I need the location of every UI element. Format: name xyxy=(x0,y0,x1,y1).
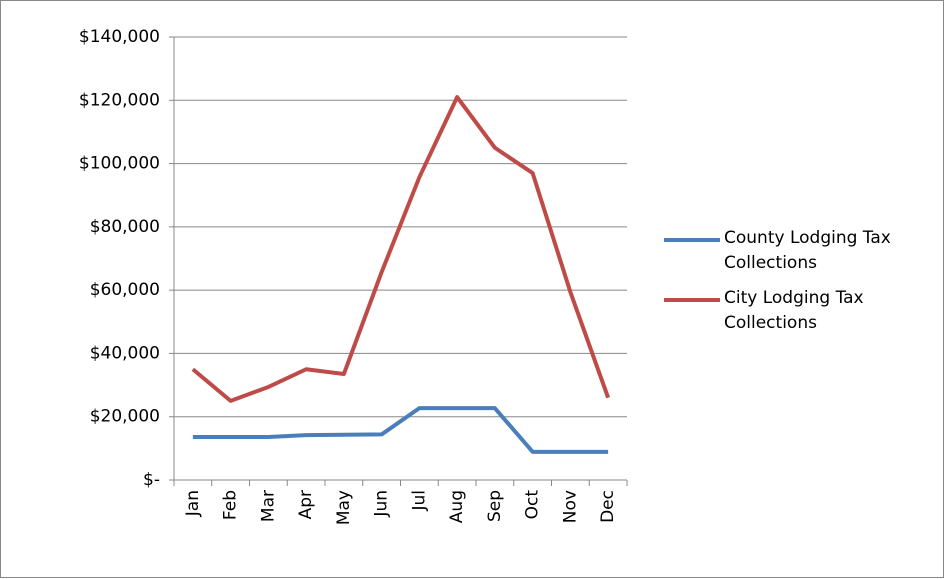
x-tick-label: Dec xyxy=(598,490,618,523)
legend-swatch xyxy=(664,298,720,302)
x-tick-label: Nov xyxy=(560,490,580,523)
x-tick-label: May xyxy=(334,490,354,525)
legend-label: City Lodging Tax Collections xyxy=(724,288,864,333)
x-tick-label: Jun xyxy=(372,490,392,518)
x-tick-label: Aug xyxy=(447,490,467,523)
y-tick-label: $60,000 xyxy=(90,280,160,300)
x-tick-label: Oct xyxy=(523,490,543,520)
legend: County Lodging Tax Collections City Lodgi… xyxy=(664,226,904,346)
y-tick-label: $100,000 xyxy=(79,154,160,174)
legend-label: County Lodging Tax Collections xyxy=(724,228,891,273)
y-tick-label: $- xyxy=(143,470,160,490)
x-tick-label: Apr xyxy=(296,490,316,519)
y-tick-label: $140,000 xyxy=(79,27,160,47)
y-tick-label: $40,000 xyxy=(90,343,160,363)
x-tick-label: Jul xyxy=(409,490,429,512)
line-series xyxy=(191,95,611,403)
x-tick-label: Sep xyxy=(485,490,505,522)
legend-item: County Lodging Tax Collections xyxy=(664,226,904,276)
y-tick-label: $80,000 xyxy=(90,217,160,237)
y-tick-label: $120,000 xyxy=(79,90,160,110)
line-series xyxy=(192,406,609,454)
x-tick-label: Jan xyxy=(183,490,203,517)
x-tick-label: Feb xyxy=(221,490,241,520)
y-tick-label: $20,000 xyxy=(90,407,160,427)
x-tick-label: Mar xyxy=(258,490,278,522)
legend-swatch xyxy=(664,238,720,242)
legend-item: City Lodging Tax Collections xyxy=(664,286,904,336)
